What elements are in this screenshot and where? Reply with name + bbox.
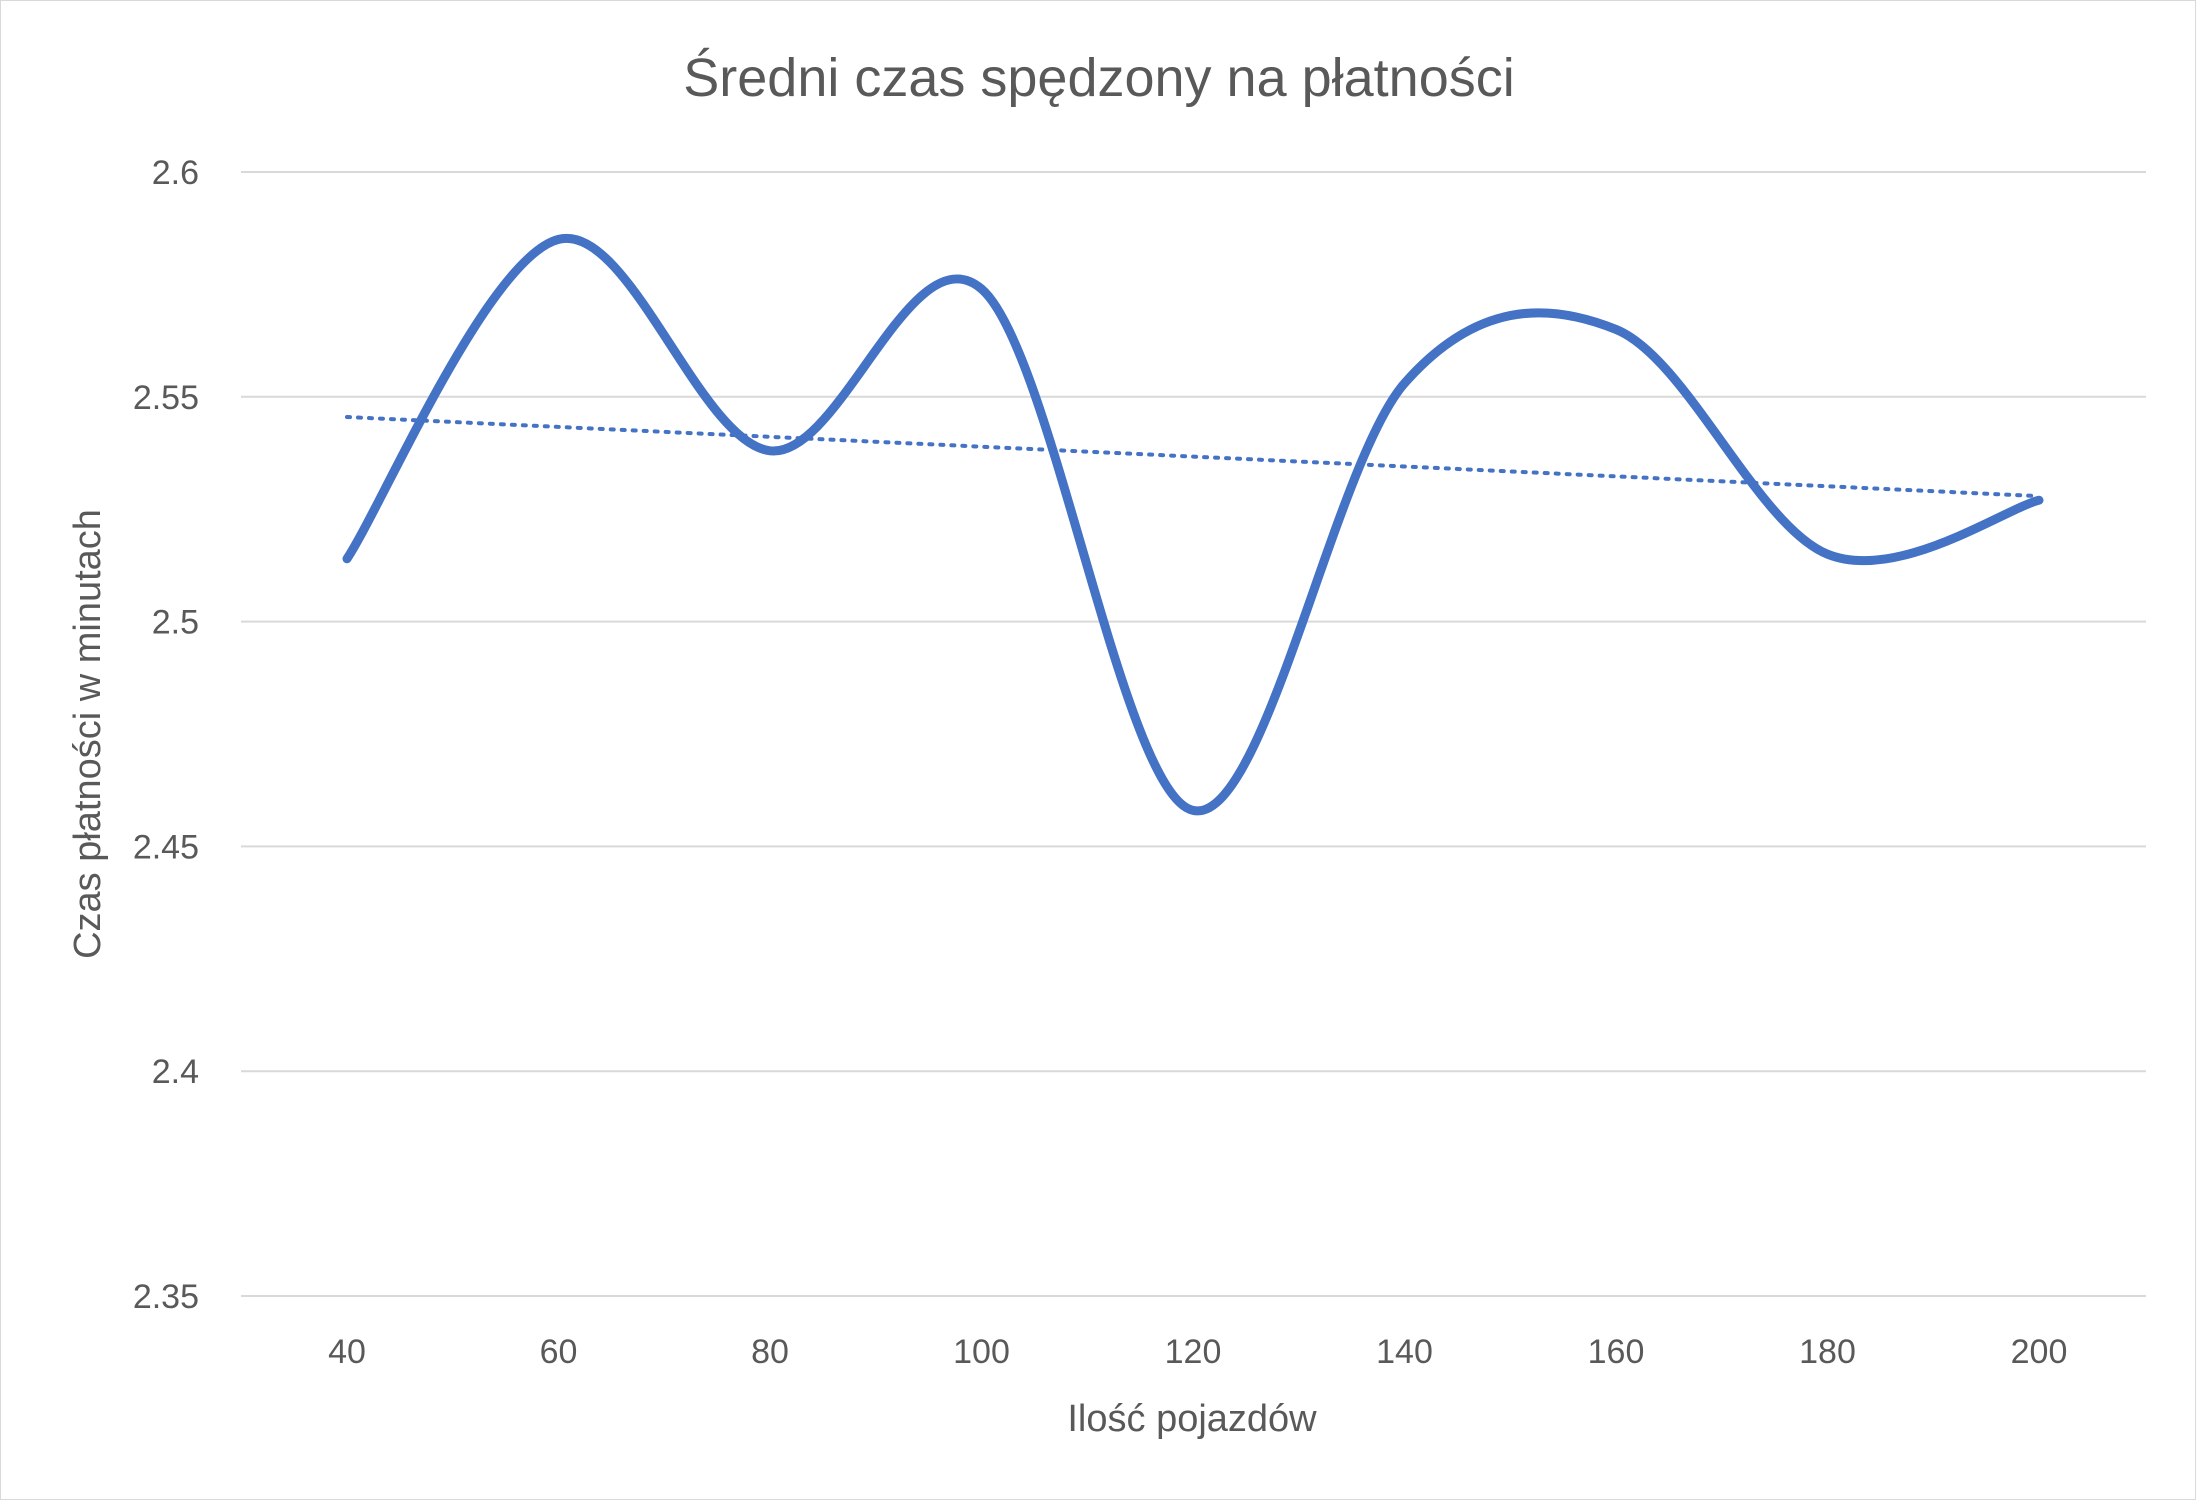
- x-tick-label: 140: [1376, 1333, 1433, 1371]
- data-point: [2038, 499, 2040, 501]
- x-tick-label: 100: [953, 1333, 1010, 1371]
- x-tick-label: 180: [1799, 1333, 1856, 1371]
- grid-lines: [241, 171, 2146, 1297]
- data-point: [1192, 809, 1194, 811]
- data-point: [1827, 553, 1828, 555]
- y-tick-label: 2.35: [133, 1278, 199, 1316]
- x-axis-ticks: 40 60 80 100 120 140 160 180 200: [328, 1333, 2067, 1371]
- data-point: [346, 558, 348, 560]
- y-axis-title: Czas płatności w minutach: [67, 509, 109, 959]
- x-axis-title: Ilość pojazdów: [1067, 1398, 1317, 1440]
- x-tick-label: 120: [1165, 1333, 1222, 1371]
- data-point: [769, 450, 771, 452]
- series-line: [342, 233, 2044, 815]
- x-tick-label: 200: [2011, 1333, 2068, 1371]
- chart-title: Średni czas spędzony na płatności: [683, 47, 1515, 108]
- y-tick-label: 2.5: [152, 604, 199, 642]
- x-tick-label: 60: [540, 1333, 578, 1371]
- x-tick-label: 160: [1588, 1333, 1645, 1371]
- y-tick-label: 2.4: [152, 1053, 199, 1091]
- data-point: [1615, 328, 1617, 330]
- x-tick-label: 40: [328, 1333, 366, 1371]
- y-axis-ticks: 2.35 2.4 2.45 2.5 2.55 2.6: [133, 154, 199, 1316]
- x-tick-label: 80: [751, 1333, 789, 1371]
- series-group: [342, 233, 2044, 815]
- y-tick-label: 2.6: [152, 154, 199, 192]
- y-tick-label: 2.55: [133, 379, 199, 417]
- y-tick-label: 2.45: [133, 828, 199, 866]
- data-point: [558, 238, 559, 240]
- trendline: [345, 415, 2041, 499]
- data-point: [981, 288, 982, 290]
- data-point: [1404, 382, 1405, 384]
